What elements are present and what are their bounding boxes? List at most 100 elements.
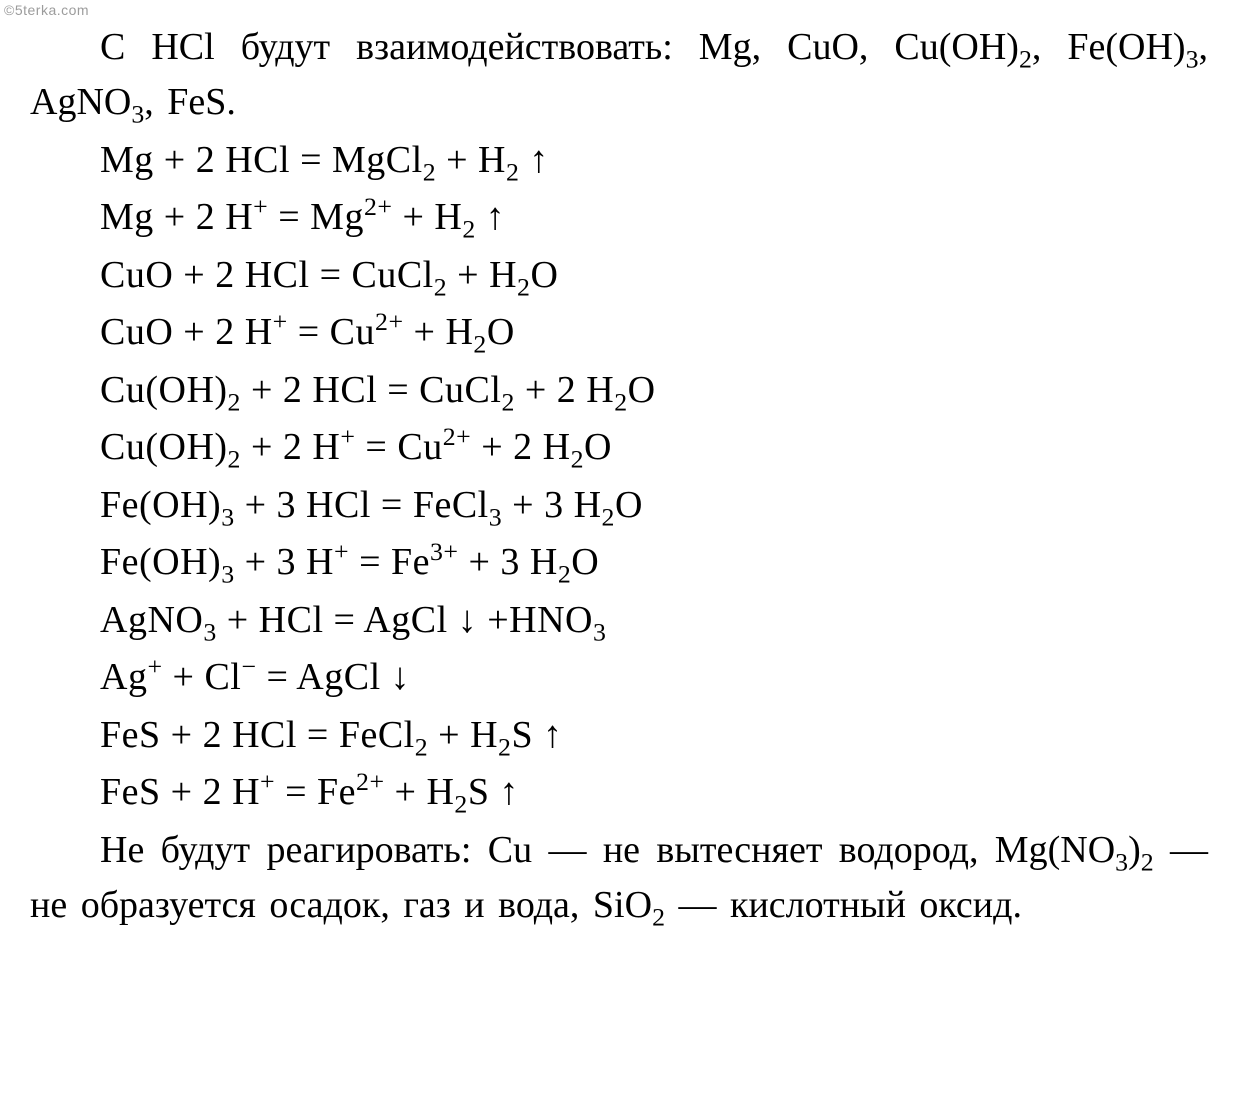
sub-2: 2	[614, 387, 627, 416]
outro-text: )	[1128, 829, 1141, 871]
eq-text: = Fe	[275, 771, 356, 813]
sub-2: 2	[652, 902, 665, 931]
eq-text: CuO + 2 HCl = CuCl	[100, 254, 434, 296]
eq-text: O	[584, 426, 612, 468]
intro-list-2: , Fe(OH)	[1032, 26, 1186, 68]
eq-text: S ↑	[468, 771, 519, 813]
sub-3: 3	[1115, 847, 1128, 876]
sup-plus: +	[147, 652, 162, 681]
sup-plus: +	[340, 422, 355, 451]
outro-text: Не будут реагировать: Cu — не вытесняет …	[100, 829, 1115, 871]
eq-text: + H	[392, 196, 462, 238]
sup-plus: +	[260, 767, 275, 796]
sub-2: 2	[462, 215, 475, 244]
sup-2plus: 2+	[356, 767, 384, 796]
eq-text: O	[530, 254, 558, 296]
sub-2: 2	[517, 272, 530, 301]
equation-1: Mg + 2 HCl = MgCl2 + H2 ↑	[100, 133, 1208, 188]
sub-2: 2	[434, 272, 447, 301]
equation-10: Ag+ + Cl− = AgCl ↓	[100, 650, 1208, 705]
sup-plus: +	[273, 307, 288, 336]
intro-list-1: Mg, CuO, Cu(OH)	[699, 26, 1019, 68]
eq-text: + 2 H	[515, 369, 614, 411]
eq-text: + H	[404, 311, 474, 353]
eq-text: + 2 HCl = CuCl	[241, 369, 501, 411]
eq-text: O	[628, 369, 656, 411]
eq-text: Fe(OH)	[100, 484, 221, 526]
sub-3: 3	[131, 100, 144, 129]
watermark-text: ©5terka.com	[4, 2, 89, 18]
sub-3: 3	[489, 502, 502, 531]
eq-text: FeS + 2 H	[100, 771, 260, 813]
sub-2: 2	[498, 732, 511, 761]
sub-2: 2	[423, 157, 436, 186]
intro-text: С HCl будут взаимодействовать:	[100, 26, 699, 68]
eq-text: + H	[428, 714, 498, 756]
equations-block: Mg + 2 HCl = MgCl2 + H2 ↑ Mg + 2 H+ = Mg…	[100, 133, 1208, 821]
eq-text: Mg + 2 H	[100, 196, 253, 238]
sub-2: 2	[473, 330, 486, 359]
eq-text: Mg + 2 HCl = MgCl	[100, 139, 423, 181]
equation-2: Mg + 2 H+ = Mg2+ + H2 ↑	[100, 190, 1208, 245]
sub-3: 3	[1186, 44, 1199, 73]
equation-11: FeS + 2 HCl = FeCl2 + H2S ↑	[100, 708, 1208, 763]
sup-plus: +	[253, 192, 268, 221]
eq-text: + H	[447, 254, 517, 296]
outro-paragraph: Не будут реагировать: Cu — не вытесняет …	[30, 823, 1208, 934]
eq-text: O	[571, 541, 599, 583]
eq-text: CuO + 2 H	[100, 311, 273, 353]
eq-text: + 2 H	[471, 426, 570, 468]
sup-3plus: 3+	[430, 537, 458, 566]
outro-text: — кислотный оксид.	[665, 884, 1022, 926]
sub-2: 2	[1141, 847, 1154, 876]
eq-text: ↑	[476, 196, 506, 238]
intro-paragraph: С HCl будут взаимодействовать: Mg, CuO, …	[30, 20, 1208, 131]
eq-text: = Cu	[355, 426, 442, 468]
eq-text: + 3 H	[459, 541, 558, 583]
sub-3: 3	[221, 559, 234, 588]
sub-2: 2	[228, 387, 241, 416]
eq-text: + 3 HCl = FeCl	[235, 484, 489, 526]
sub-3: 3	[203, 617, 216, 646]
sub-3: 3	[593, 617, 606, 646]
eq-text: Cu(OH)	[100, 426, 228, 468]
sub-2: 2	[506, 157, 519, 186]
eq-text: + Cl	[163, 656, 242, 698]
eq-text: = AgCl ↓	[256, 656, 410, 698]
sup-plus: +	[334, 537, 349, 566]
sup-2plus: 2+	[375, 307, 403, 336]
eq-text: = Mg	[268, 196, 364, 238]
eq-text: + 2 H	[241, 426, 340, 468]
sub-2: 2	[415, 732, 428, 761]
eq-text: + HCl = AgCl ↓ +HNO	[217, 599, 593, 641]
eq-text: + 3 H	[235, 541, 334, 583]
equation-7: Fe(OH)3 + 3 HCl = FeCl3 + 3 H2O	[100, 478, 1208, 533]
eq-text: Fe(OH)	[100, 541, 221, 583]
sub-2: 2	[571, 445, 584, 474]
eq-text: + 3 H	[502, 484, 601, 526]
sub-2: 2	[558, 559, 571, 588]
equation-12: FeS + 2 H+ = Fe2+ + H2S ↑	[100, 765, 1208, 820]
sub-2: 2	[454, 789, 467, 818]
sub-2: 2	[228, 445, 241, 474]
equation-4: CuO + 2 H+ = Cu2+ + H2O	[100, 305, 1208, 360]
sub-2: 2	[501, 387, 514, 416]
eq-text: = Cu	[288, 311, 375, 353]
eq-text: O	[487, 311, 515, 353]
equation-9: AgNO3 + HCl = AgCl ↓ +HNO3	[100, 593, 1208, 648]
eq-text: ↑	[519, 139, 549, 181]
eq-text: AgNO	[100, 599, 203, 641]
equation-8: Fe(OH)3 + 3 H+ = Fe3+ + 3 H2O	[100, 535, 1208, 590]
eq-text: FeS + 2 HCl = FeCl	[100, 714, 415, 756]
sub-2: 2	[602, 502, 615, 531]
eq-text: + H	[436, 139, 506, 181]
sup-2plus: 2+	[364, 192, 392, 221]
sub-2: 2	[1019, 44, 1032, 73]
equation-6: Cu(OH)2 + 2 H+ = Cu2+ + 2 H2O	[100, 420, 1208, 475]
eq-text: Cu(OH)	[100, 369, 228, 411]
eq-text: + H	[385, 771, 455, 813]
equation-5: Cu(OH)2 + 2 HCl = CuCl2 + 2 H2O	[100, 363, 1208, 418]
sup-2plus: 2+	[443, 422, 471, 451]
sup-minus: −	[241, 652, 256, 681]
eq-text: O	[615, 484, 643, 526]
